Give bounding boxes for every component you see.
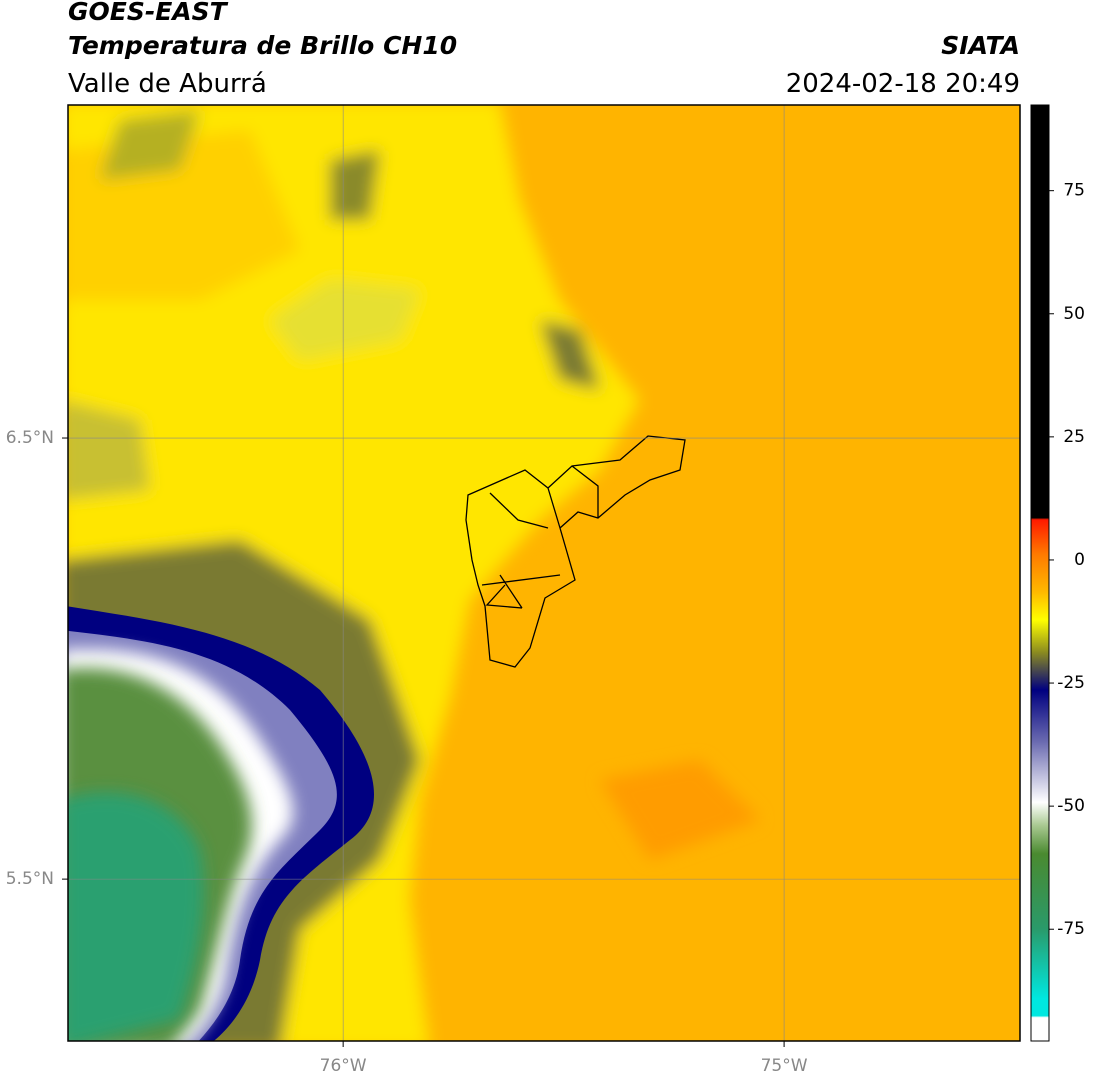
colorbar-tick-label: 0 bbox=[1074, 550, 1085, 570]
colorbar-tick-label: -25 bbox=[1057, 673, 1085, 693]
region: Valle de Aburrá bbox=[68, 69, 267, 99]
satellite-image bbox=[68, 105, 1020, 1041]
x-tick-label: 75°W bbox=[761, 1056, 808, 1076]
colorbar-tick-label: -50 bbox=[1057, 796, 1085, 816]
y-tick-label: 6.5°N bbox=[6, 428, 54, 448]
colorbar-tick-label: 75 bbox=[1063, 181, 1085, 201]
subtitle: Temperatura de Brillo CH10 bbox=[68, 31, 457, 60]
colorbar-tick-label: -75 bbox=[1057, 919, 1085, 939]
source: SIATA bbox=[941, 31, 1020, 60]
x-tick-label: 76°W bbox=[320, 1056, 367, 1076]
colorbar bbox=[1030, 104, 1050, 1042]
map-frame bbox=[67, 104, 1021, 1042]
colorbar-tick-label: 50 bbox=[1063, 304, 1085, 324]
grid bbox=[68, 105, 1020, 1041]
title: GOES-EAST bbox=[68, 0, 229, 26]
y-tick-label: 5.5°N bbox=[6, 869, 54, 889]
datetime: 2024-02-18 20:49 bbox=[786, 69, 1020, 99]
colorbar-tick-label: 25 bbox=[1063, 427, 1085, 447]
